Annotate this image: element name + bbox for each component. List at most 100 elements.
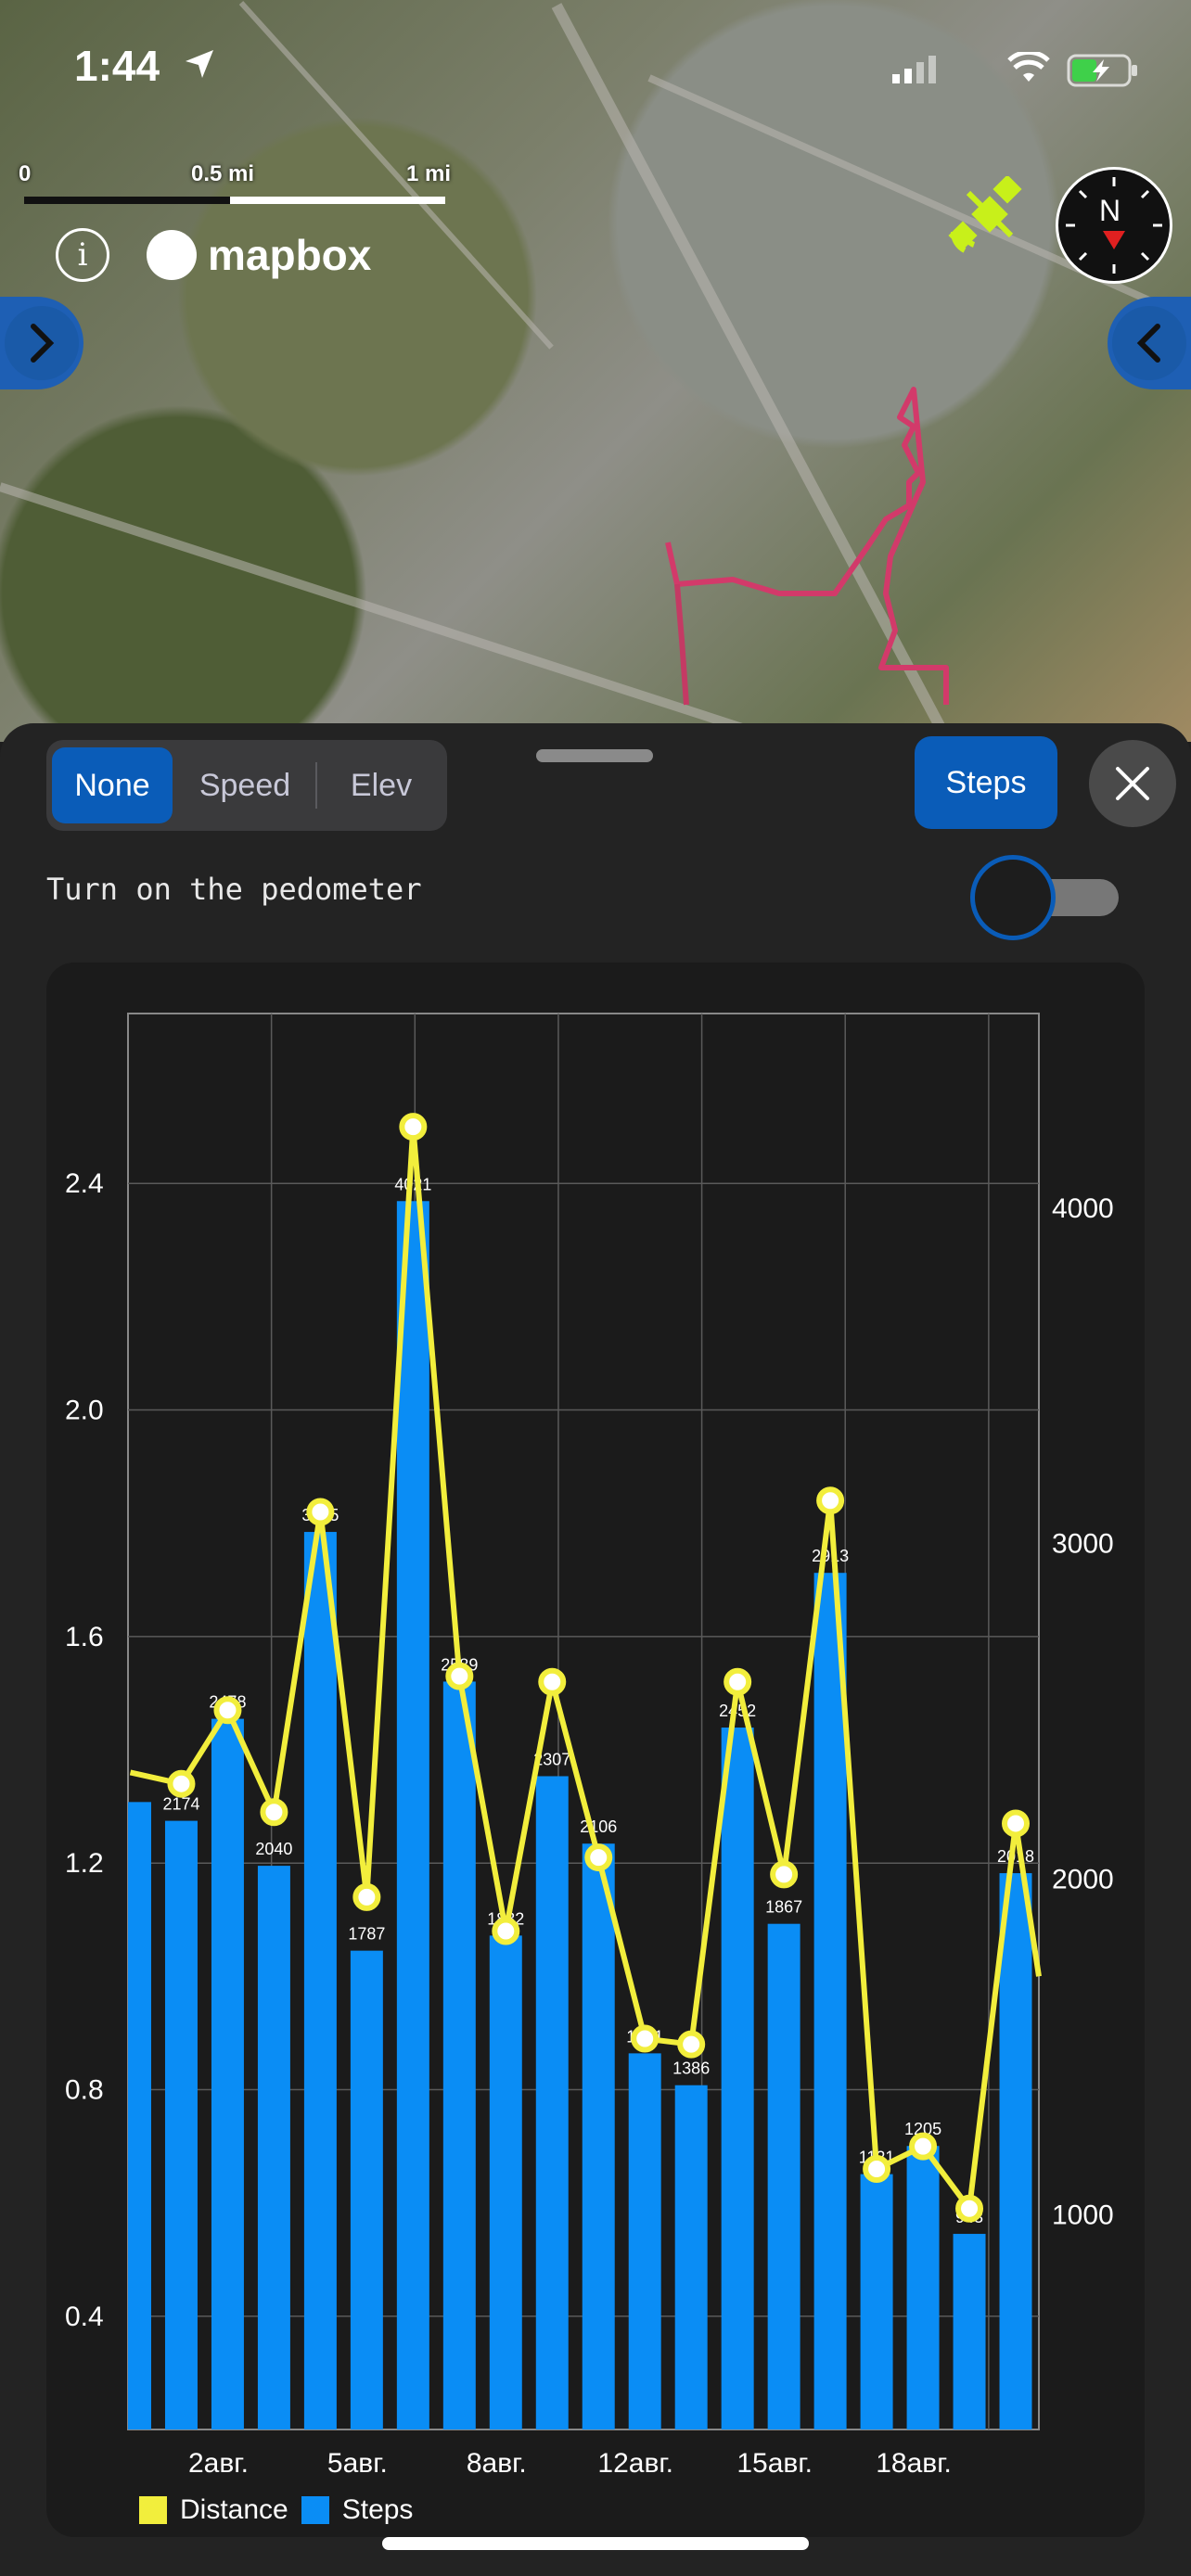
steps-bar	[860, 2174, 893, 2429]
steps-bar-label: 2174	[162, 1795, 199, 1814]
steps-bar	[257, 1866, 290, 2429]
x-axis-tick-label: 5авг.	[327, 2448, 388, 2479]
scale-label-half: 0.5 mi	[191, 161, 255, 186]
mapbox-logo-text: mapbox	[208, 231, 372, 279]
distance-point	[631, 2024, 660, 2053]
battery-charging-icon	[1067, 54, 1137, 87]
segment-divider	[315, 762, 317, 809]
left-axis-tick-label: 2.0	[65, 1396, 104, 1426]
left-axis-tick-label: 0.4	[65, 2302, 104, 2332]
steps-bar-label: 1867	[765, 1898, 802, 1917]
steps-bar-label: 1205	[904, 2120, 941, 2138]
steps-bar	[489, 1935, 522, 2429]
steps-bar	[628, 2053, 661, 2429]
steps-bar-label: 2106	[580, 1817, 617, 1836]
steps-bar-label: 2018	[997, 1847, 1034, 1866]
chevron-left-icon	[1136, 324, 1160, 363]
steps-bar-label: 2307	[533, 1750, 570, 1768]
steps-bar	[999, 1873, 1032, 2429]
pedometer-label: Turn on the pedometer	[46, 872, 422, 907]
segment-speed[interactable]: Speed	[198, 767, 291, 803]
bottom-sheet: None Speed Elev Steps Turn on the pedome…	[0, 723, 1191, 2576]
steps-bar	[396, 1201, 429, 2429]
scale-label-zero: 0	[19, 161, 32, 186]
distance-point	[955, 2194, 984, 2223]
scale-label-full: 1 mi	[406, 161, 452, 186]
left-panel-tab[interactable]	[0, 297, 83, 389]
close-button[interactable]	[1089, 740, 1176, 827]
steps-bar-label: 1386	[672, 2060, 710, 2078]
legend-label-distance: Distance	[180, 2494, 288, 2525]
distance-point	[445, 1662, 474, 1690]
steps-bar	[350, 1950, 383, 2429]
steps-bar-label: 1787	[348, 1925, 385, 1944]
steps-bar	[953, 2234, 986, 2429]
left-axis-tick-label: 0.8	[65, 2075, 104, 2106]
distance-point	[1002, 1809, 1031, 1838]
steps-bar	[906, 2146, 940, 2429]
distance-point	[492, 1917, 520, 1945]
gps-satellite-icon[interactable]	[946, 176, 1035, 265]
status-time: 1:44	[74, 42, 160, 90]
steps-button[interactable]: Steps	[915, 736, 1057, 829]
route-track	[665, 387, 949, 706]
steps-bar-label: 2040	[255, 1840, 292, 1858]
steps-bar	[813, 1573, 847, 2429]
chart-legend: Distance Steps	[139, 2494, 413, 2526]
distance-point	[770, 1860, 799, 1889]
steps-bar	[211, 1718, 244, 2429]
chevron-left-button[interactable]	[1112, 306, 1186, 380]
pedometer-toggle[interactable]	[970, 855, 1119, 940]
left-axis-tick-label: 1.6	[65, 1622, 104, 1652]
distance-point	[584, 1843, 613, 1872]
steps-bar	[582, 1843, 615, 2429]
mapbox-logo: mapbox	[147, 230, 371, 280]
steps-bar	[535, 1776, 569, 2429]
map-view[interactable]	[0, 0, 1191, 742]
status-bar: 1:44	[0, 0, 1191, 139]
home-indicator	[382, 2537, 809, 2550]
x-axis-tick-label: 18авг.	[876, 2448, 952, 2479]
segment-elev[interactable]: Elev	[350, 767, 413, 803]
steps-bar	[128, 1802, 151, 2429]
scale-segment-dark	[24, 197, 230, 204]
chevron-right-icon	[31, 324, 55, 363]
x-axis-tick-label: 8авг.	[467, 2448, 527, 2479]
close-icon	[1116, 767, 1149, 800]
map-attribution: i mapbox	[56, 223, 371, 287]
distance-point	[260, 1798, 288, 1827]
steps-bar-label: 2913	[812, 1547, 849, 1565]
scale-segment-light	[230, 197, 445, 204]
sheet-drag-handle[interactable]	[536, 749, 653, 762]
steps-bar	[674, 2085, 708, 2429]
left-axis-tick-label: 1.2	[65, 1848, 104, 1879]
distance-point	[399, 1113, 428, 1141]
steps-bar	[721, 1728, 754, 2429]
info-icon[interactable]: i	[56, 228, 109, 282]
location-arrow-icon	[186, 50, 213, 78]
wifi-icon	[1007, 52, 1050, 82]
x-axis-tick-label: 15авг.	[736, 2448, 813, 2479]
distance-point	[816, 1486, 845, 1515]
distance-point	[677, 2030, 706, 2059]
steps-distance-chart: 2174247820403035178740212589183223072106…	[65, 1013, 1114, 2479]
compass-button[interactable]: N	[1056, 167, 1172, 284]
legend-swatch-steps	[301, 2496, 329, 2524]
left-axis-tick-label: 2.4	[65, 1168, 104, 1199]
chevron-right-button[interactable]	[5, 306, 79, 380]
chart-mode-segmented-control: None Speed Elev	[46, 740, 447, 831]
steps-bar	[442, 1681, 476, 2429]
legend-label-steps: Steps	[341, 2494, 414, 2525]
segment-none[interactable]: None	[52, 747, 173, 823]
toggle-knob	[970, 855, 1056, 940]
x-axis-tick-label: 12авг.	[597, 2448, 673, 2479]
distance-point	[213, 1696, 242, 1725]
right-axis-tick-label: 1000	[1052, 2200, 1114, 2230]
map-scale-bar: 0 0.5 mi 1 mi	[19, 161, 464, 208]
right-axis-tick-label: 2000	[1052, 1865, 1114, 1895]
mapbox-logo-icon	[147, 230, 197, 280]
right-panel-tab[interactable]	[1108, 297, 1191, 389]
right-axis-tick-label: 4000	[1052, 1193, 1114, 1224]
compass-north-label: N	[1099, 194, 1121, 227]
distance-point	[724, 1667, 752, 1696]
